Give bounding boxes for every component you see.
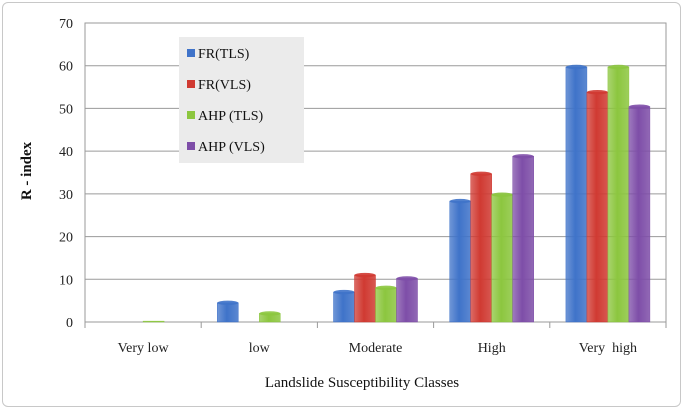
y-tick-label: 70 — [59, 17, 73, 32]
legend-label: AHP (VLS) — [198, 140, 265, 155]
bar — [396, 278, 418, 323]
x-tick-label: low — [249, 341, 271, 356]
y-tick-label: 60 — [59, 60, 73, 75]
legend-label: AHP (TLS) — [198, 109, 264, 124]
bar-top — [375, 285, 397, 291]
x-axis-title: Landslide Susceptibility Classes — [265, 375, 459, 391]
bar — [142, 320, 165, 323]
legend-swatch — [187, 142, 195, 150]
bar — [333, 291, 355, 323]
bar-top — [512, 154, 534, 159]
legend-swatch — [187, 49, 195, 57]
bar-top — [491, 192, 513, 197]
bar — [607, 66, 630, 323]
bar-top — [396, 276, 418, 281]
bar-top — [354, 272, 376, 278]
bar — [512, 156, 534, 323]
x-tick-label: Moderate — [349, 341, 403, 356]
x-tick-label: High — [478, 341, 506, 356]
y-tick-label: 20 — [59, 231, 73, 246]
bar-top — [449, 198, 471, 204]
bar-top — [565, 64, 587, 70]
legend-label: FR(TLS) — [198, 47, 250, 62]
bar — [470, 173, 492, 323]
bar-top — [259, 311, 281, 316]
y-tick-label: 40 — [59, 145, 73, 160]
bars — [142, 64, 651, 323]
y-tick-label: 30 — [59, 188, 73, 203]
y-tick-label: 50 — [59, 102, 73, 117]
bar-top — [586, 89, 608, 95]
legend-swatch — [187, 111, 195, 119]
bar — [217, 302, 239, 323]
bar-top — [628, 104, 650, 109]
bar-top — [607, 64, 629, 70]
bar — [628, 106, 651, 323]
y-tick-label: 10 — [59, 273, 73, 288]
y-tick-label: 0 — [66, 316, 73, 331]
bar-top — [217, 300, 239, 305]
bar-top — [470, 171, 492, 176]
x-axis-ticks: Very low low Moderate High Very high — [84, 322, 667, 356]
legend-label: FR(VLS) — [198, 78, 251, 93]
legend-box — [179, 37, 304, 163]
bar — [449, 200, 471, 323]
bar — [586, 91, 609, 323]
legend-swatch — [187, 80, 195, 88]
x-tick-label: Very low — [118, 341, 170, 356]
bar — [491, 194, 513, 323]
legend: FR(TLS) FR(VLS) AHP (TLS) AHP (VLS) — [179, 37, 304, 163]
bar — [565, 66, 588, 323]
bar — [354, 274, 376, 323]
x-tick-label: Very high — [579, 341, 637, 356]
bar-top — [333, 289, 355, 295]
bar — [375, 287, 397, 323]
y-axis-title: R - index — [19, 141, 35, 200]
y-axis-ticks: 0 10 20 30 40 50 60 70 — [59, 17, 73, 331]
